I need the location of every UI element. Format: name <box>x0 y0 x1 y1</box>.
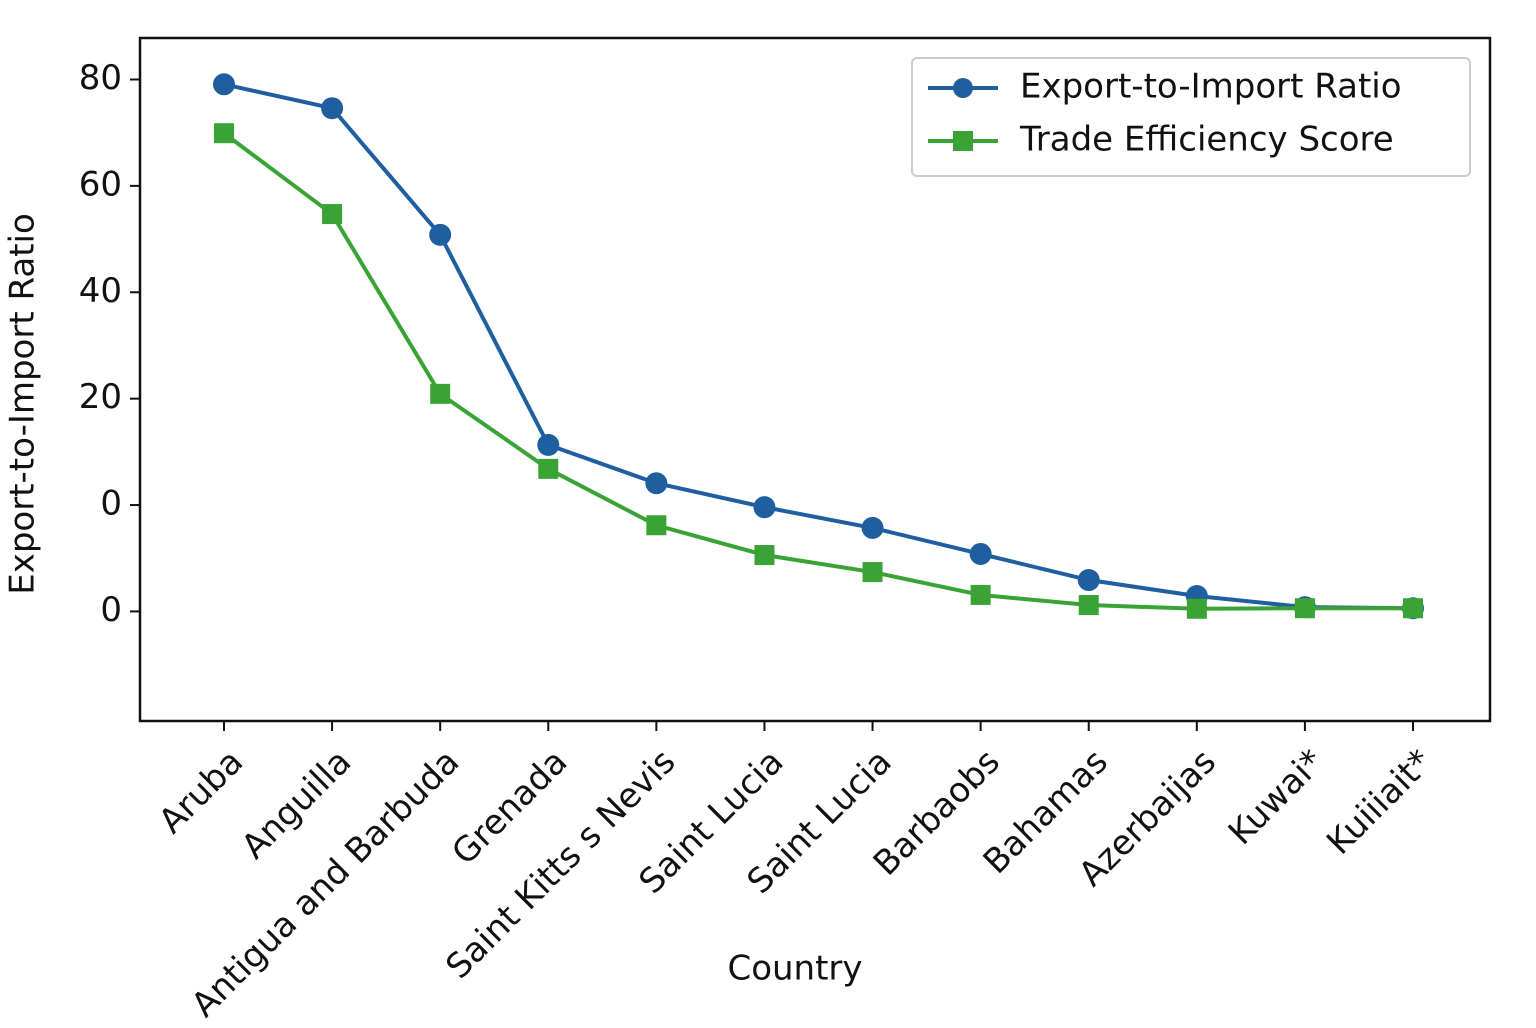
legend-label: Trade Efficiency Score <box>1019 120 1394 160</box>
marker <box>1186 598 1207 619</box>
marker <box>862 562 883 583</box>
x-axis-label: Country <box>727 949 862 989</box>
marker <box>537 433 560 456</box>
marker <box>321 97 344 120</box>
series-line <box>222 131 1413 611</box>
marker <box>1077 569 1100 592</box>
y-axis-label: Export-to-Import Ratio <box>3 213 43 595</box>
plot-frame <box>138 36 1492 723</box>
marker <box>430 383 451 404</box>
marker <box>753 496 776 519</box>
marker <box>1294 598 1315 619</box>
legend-marker <box>953 78 973 98</box>
legend-box <box>911 57 1471 177</box>
marker <box>322 204 343 225</box>
x-tick-label: Kuwai* <box>1221 742 1332 853</box>
marker <box>646 515 667 536</box>
marker <box>214 123 234 144</box>
marker <box>213 73 235 96</box>
y-tick-label: 0 <box>100 590 122 630</box>
marker <box>429 223 452 246</box>
marker <box>861 516 884 539</box>
y-tick-label: 60 <box>79 164 122 204</box>
marker <box>1078 595 1099 616</box>
legend-label: Export-to-Import Ratio <box>1020 67 1402 107</box>
marker <box>645 472 668 495</box>
marker <box>969 542 992 565</box>
marker <box>754 545 775 566</box>
y-tick-label: 0 <box>100 484 122 524</box>
legend-marker <box>953 131 973 151</box>
x-tick-label: Kuiiiait* <box>1319 742 1440 863</box>
x-tick-label: Aruba <box>151 742 251 842</box>
y-tick-label: 80 <box>79 58 122 98</box>
y-tick-label: 40 <box>79 271 122 311</box>
series-line <box>223 82 1414 611</box>
marker <box>1403 598 1423 619</box>
marker <box>970 584 991 605</box>
marker <box>538 458 559 479</box>
y-tick-label: 20 <box>79 377 122 417</box>
